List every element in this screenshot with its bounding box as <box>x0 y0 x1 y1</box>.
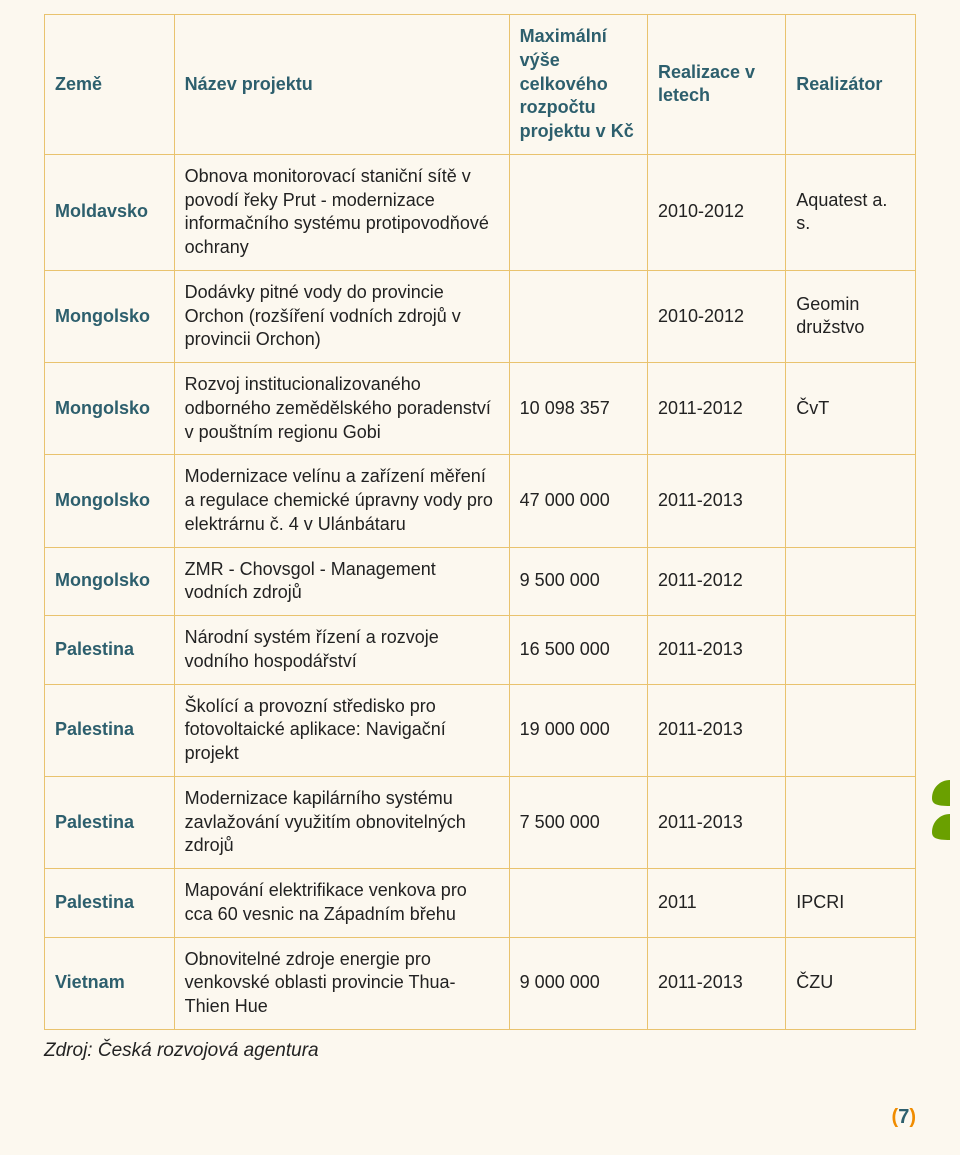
cell-country: Palestina <box>45 869 175 938</box>
cell-budget: 47 000 000 <box>509 455 647 547</box>
source-caption: Zdroj: Česká rozvojová agentura <box>44 1040 916 1062</box>
cell-years: 2011-2013 <box>647 455 785 547</box>
side-tab-icon <box>922 780 950 842</box>
table-row: Mongolsko Dodávky pitné vody do provinci… <box>45 270 916 362</box>
cell-name: Modernizace velínu a zařízení měření a r… <box>174 455 509 547</box>
cell-realizer <box>786 776 916 868</box>
cell-country: Moldavsko <box>45 154 175 270</box>
table-row: Palestina Modernizace kapilárního systém… <box>45 776 916 868</box>
table-row: Moldavsko Obnova monitorovací staniční s… <box>45 154 916 270</box>
cell-realizer: ČvT <box>786 363 916 455</box>
cell-name: ZMR - Chovsgol - Management vodních zdro… <box>174 547 509 616</box>
projects-table: Země Název projektu Maximální výše celko… <box>44 14 916 1030</box>
cell-budget: 7 500 000 <box>509 776 647 868</box>
cell-years: 2011-2013 <box>647 937 785 1029</box>
cell-years: 2010-2012 <box>647 270 785 362</box>
col-header-realizer: Realizátor <box>786 15 916 155</box>
cell-years: 2011-2012 <box>647 363 785 455</box>
cell-country: Mongolsko <box>45 455 175 547</box>
page: Země Název projektu Maximální výše celko… <box>0 0 960 1155</box>
page-number-value: 7 <box>898 1106 909 1128</box>
cell-country: Palestina <box>45 776 175 868</box>
cell-country: Palestina <box>45 684 175 776</box>
table-row: Mongolsko Rozvoj institucionalizovaného … <box>45 363 916 455</box>
table-row: Palestina Mapování elektrifikace venkova… <box>45 869 916 938</box>
cell-realizer: Aquatest a. s. <box>786 154 916 270</box>
cell-name: Obnovitelné zdroje energie pro venkovské… <box>174 937 509 1029</box>
cell-name: Obnova monitorovací staniční sítě v povo… <box>174 154 509 270</box>
cell-budget: 10 098 357 <box>509 363 647 455</box>
cell-realizer: Geomin družstvo <box>786 270 916 362</box>
cell-realizer: ČZU <box>786 937 916 1029</box>
col-header-country: Země <box>45 15 175 155</box>
cell-years: 2010-2012 <box>647 154 785 270</box>
cell-years: 2011-2013 <box>647 776 785 868</box>
cell-country: Palestina <box>45 616 175 685</box>
table-header-row: Země Název projektu Maximální výše celko… <box>45 15 916 155</box>
cell-name: Dodávky pitné vody do provincie Orchon (… <box>174 270 509 362</box>
cell-name: Rozvoj institucionalizovaného odborného … <box>174 363 509 455</box>
table-row: Mongolsko ZMR - Chovsgol - Management vo… <box>45 547 916 616</box>
cell-name: Mapování elektrifikace venkova pro cca 6… <box>174 869 509 938</box>
cell-budget <box>509 869 647 938</box>
cell-years: 2011 <box>647 869 785 938</box>
cell-country: Mongolsko <box>45 363 175 455</box>
cell-realizer: IPCRI <box>786 869 916 938</box>
cell-name: Národní systém řízení a rozvoje vodního … <box>174 616 509 685</box>
cell-country: Mongolsko <box>45 270 175 362</box>
cell-budget: 19 000 000 <box>509 684 647 776</box>
cell-years: 2011-2013 <box>647 616 785 685</box>
table-row: Palestina Školící a provozní středisko p… <box>45 684 916 776</box>
cell-years: 2011-2013 <box>647 684 785 776</box>
cell-budget: 9 000 000 <box>509 937 647 1029</box>
page-number: (7) <box>892 1106 916 1129</box>
cell-budget <box>509 270 647 362</box>
cell-realizer <box>786 684 916 776</box>
cell-budget: 16 500 000 <box>509 616 647 685</box>
col-header-years: Realizace v letech <box>647 15 785 155</box>
col-header-budget: Maximální výše celkového rozpočtu projek… <box>509 15 647 155</box>
table-row: Mongolsko Modernizace velínu a zařízení … <box>45 455 916 547</box>
table-row: Palestina Národní systém řízení a rozvoj… <box>45 616 916 685</box>
cell-name: Modernizace kapilárního systému zavlažov… <box>174 776 509 868</box>
cell-name: Školící a provozní středisko pro fotovol… <box>174 684 509 776</box>
cell-budget: 9 500 000 <box>509 547 647 616</box>
cell-realizer <box>786 547 916 616</box>
cell-realizer <box>786 455 916 547</box>
cell-realizer <box>786 616 916 685</box>
col-header-name: Název projektu <box>174 15 509 155</box>
cell-country: Mongolsko <box>45 547 175 616</box>
cell-years: 2011-2012 <box>647 547 785 616</box>
paren-close-icon: ) <box>909 1106 916 1128</box>
cell-country: Vietnam <box>45 937 175 1029</box>
table-row: Vietnam Obnovitelné zdroje energie pro v… <box>45 937 916 1029</box>
cell-budget <box>509 154 647 270</box>
